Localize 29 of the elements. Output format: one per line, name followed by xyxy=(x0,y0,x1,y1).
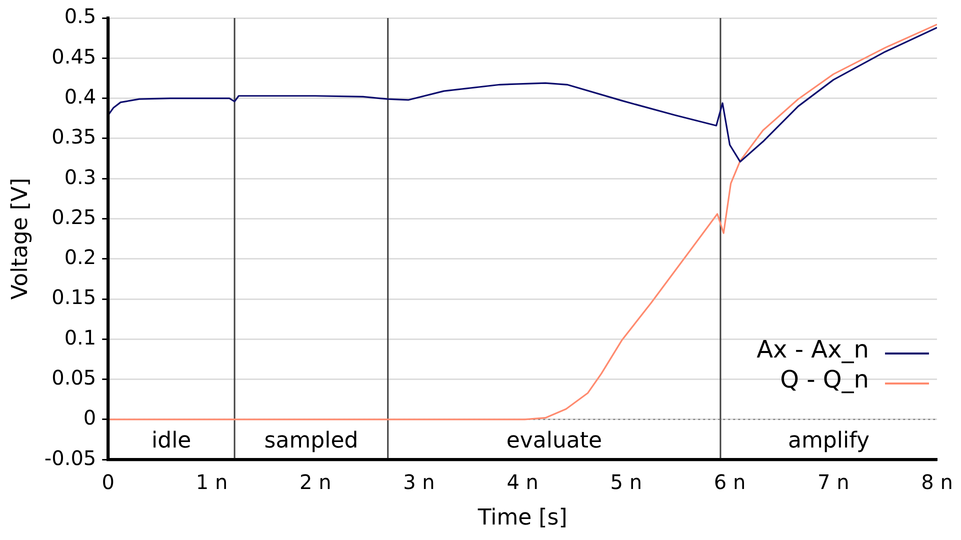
y-tick-label: 0 xyxy=(83,406,96,430)
y-tick-label: 0.4 xyxy=(64,84,96,108)
y-tick-label: 0.45 xyxy=(52,44,96,68)
x-tick-label: 5 n xyxy=(610,470,642,494)
x-tick-label: 4 n xyxy=(506,470,538,494)
x-axis-title: Time [s] xyxy=(476,506,568,531)
y-tick-label: 0.15 xyxy=(52,285,96,310)
y-tick-label: 0.3 xyxy=(64,164,96,189)
annotation: idle xyxy=(151,428,192,454)
annotation: evaluate xyxy=(506,428,602,454)
legend-label: Q - Q_n xyxy=(780,366,869,394)
y-tick-label: 0.5 xyxy=(64,4,96,28)
y-axis-title: Voltage [V] xyxy=(8,178,33,300)
y-tick-label: -0.05 xyxy=(44,446,96,470)
x-tick-label: 6 n xyxy=(714,470,746,494)
y-tick-label: 0.25 xyxy=(52,204,96,229)
legend-label: Ax - Ax_n xyxy=(756,336,869,364)
x-tick-label: 1 n xyxy=(196,470,228,494)
y-tick-label: 0.1 xyxy=(64,325,96,350)
y-tick-label: 0.2 xyxy=(64,245,96,270)
x-tick-label: 2 n xyxy=(299,470,332,494)
x-tick-label: 3 n xyxy=(403,470,435,494)
x-tick-label: 7 n xyxy=(818,470,850,494)
y-tick-label: 0.05 xyxy=(52,366,96,390)
annotation: sampled xyxy=(264,428,358,454)
annotation: amplify xyxy=(788,428,870,454)
y-tick-label: 0.35 xyxy=(52,124,96,149)
x-tick-label: 8 n xyxy=(921,470,953,494)
x-tick-label: 0 xyxy=(102,470,115,494)
